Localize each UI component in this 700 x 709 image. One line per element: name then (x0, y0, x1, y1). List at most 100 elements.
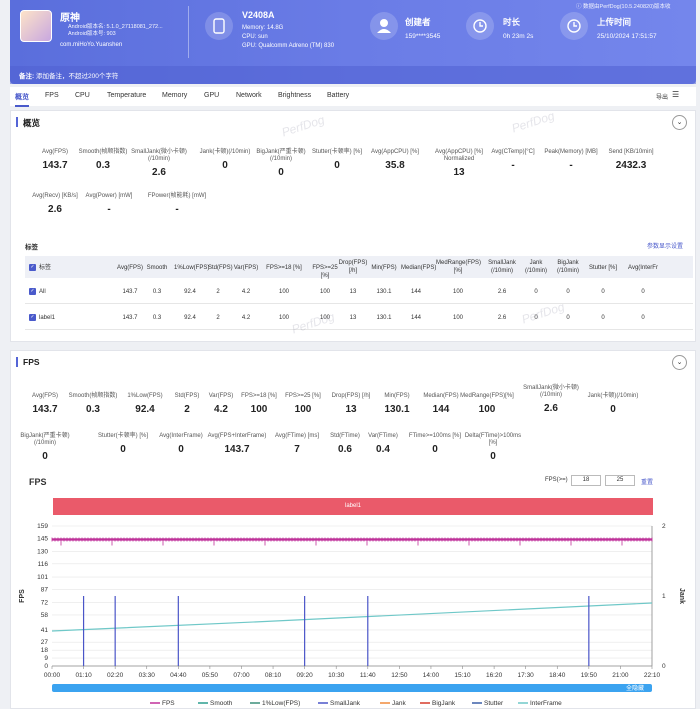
hide-all-button[interactable]: 全隐藏 (626, 684, 644, 692)
y2-tick-label: 0 (662, 663, 666, 670)
x-tick-label: 14:00 (423, 672, 440, 679)
y-tick-label: 87 (41, 586, 49, 593)
legend-label: Stutter (484, 700, 504, 707)
stat-value: 2432.3 (615, 160, 647, 171)
y-tick-label: 72 (41, 600, 49, 607)
stat-value: 0 (432, 444, 438, 455)
tab-overview[interactable]: 概览 (15, 92, 29, 107)
x-tick-label: 09:20 (296, 672, 313, 679)
column-header: FPS>=18 [%] (266, 265, 302, 271)
stat-value: 2.6 (544, 403, 558, 414)
collapse-overview-icon[interactable]: ⌄ (672, 115, 687, 130)
overview-stat: Avg(FPS) 143.7 (25, 149, 85, 171)
stat-label: Avg(AppCPU) [%] Normalized (435, 149, 483, 162)
device-gpu: GPU: Qualcomm Adreno (TM) 830 (242, 43, 335, 49)
legend-label: InterFrame (530, 700, 562, 707)
stat-label: Avg(FPS) (42, 149, 68, 155)
stat-value: 13 (453, 167, 465, 178)
threshold-input-2[interactable]: 25 (605, 475, 635, 486)
export-button[interactable]: 导出 (656, 95, 669, 101)
collapse-fps-icon[interactable]: ⌄ (672, 355, 687, 370)
stat-label: Avg(Recv) [KB/s] (32, 193, 78, 199)
table-cell: 100 (319, 315, 330, 321)
column-header: Drop(FPS) [/h] (338, 260, 368, 274)
fps-stat: FTime>=100ms [%] 0 (405, 433, 465, 455)
table-row[interactable]: ✓ label1 143.7 0.3 92.4 2 4.2 100 100 13 130.1 144 1… (25, 306, 693, 330)
table-cell: 0.3 (152, 289, 162, 295)
table-cell: 144 (410, 315, 421, 321)
app-icon (20, 10, 52, 42)
legend-label: Jank (392, 700, 406, 707)
stat-label: Smooth(帧顺指数) (78, 149, 128, 155)
stat-label: FPower(帧能耗) [mW] (147, 193, 207, 199)
stat-label: Median(FPS) (423, 393, 459, 399)
tab-brightness[interactable]: Brightness (278, 92, 312, 99)
fps-stat: Delta(FTime)>100ms [%] 0 (463, 433, 523, 462)
fps-chart-title: FPS (29, 477, 47, 487)
overview-stat: Jank(卡顿)(/10min) 0 (195, 149, 255, 171)
table-cell: 0.3 (152, 315, 162, 321)
select-all-checkbox[interactable]: ✓ (29, 264, 36, 271)
stat-label: FPS>=25 [%] (285, 393, 321, 399)
table-cell: 2 (216, 315, 220, 321)
table-cell: 0 (534, 289, 538, 295)
table-cell: 130.1 (376, 315, 392, 321)
table-cell: 0 (641, 289, 645, 295)
table-cell: 144 (410, 289, 421, 295)
reset-button[interactable]: 重置 (641, 480, 654, 486)
overview-stat: Stutter(卡顿率) [%] 0 (307, 149, 367, 171)
tab-cpu[interactable]: CPU (75, 92, 90, 99)
x-tick-label: 10:30 (328, 672, 345, 679)
stat-value: 13 (345, 404, 357, 415)
row-checkbox[interactable]: ✓ (29, 314, 36, 321)
android-version: Android版本名: 5.1.0_27118081_272... (68, 24, 163, 30)
param-settings-link[interactable]: 参数显示设置 (646, 244, 683, 250)
tab-battery[interactable]: Battery (327, 92, 350, 99)
table-row[interactable]: ✓ All 143.7 0.3 92.4 2 4.2 100 100 13 130.1 144 100 2… (25, 280, 693, 304)
fps-stat: Std(FTime) 0.6 (315, 433, 375, 455)
overview-stat: Avg(CTemp)[°C] - (483, 149, 543, 171)
column-header: Var(FPS) (233, 265, 259, 271)
legend-label: BigJank (432, 700, 456, 707)
y-axis-label: FPS (19, 589, 26, 603)
overview-stat: Send [KB/10min] 2432.3 (601, 149, 661, 171)
x-tick-label: 07:00 (233, 672, 250, 679)
table-cell: 100 (452, 289, 463, 295)
menu-icon[interactable]: ☰ (672, 90, 680, 99)
fps-stat: Smooth(帧顺指数) 0.3 (63, 393, 123, 415)
table-cell: 13 (349, 289, 357, 295)
device-name: V2408A (242, 10, 275, 20)
app-name: 原神 (60, 13, 80, 24)
table-cell: 143.7 (122, 289, 138, 295)
tab-temperature[interactable]: Temperature (107, 92, 147, 99)
creator-value: 159****3545 (405, 33, 441, 40)
tab-gpu[interactable]: GPU (204, 92, 220, 99)
threshold-input-1[interactable]: 18 (571, 475, 601, 486)
table-cell: label1 (39, 315, 56, 321)
stat-label: SmallJank(微小卡顿)(/10min) (131, 149, 187, 162)
tab-fps[interactable]: FPS (45, 92, 59, 99)
stat-value: 0 (42, 451, 48, 462)
note-bar[interactable]: 备注: 添加备注，不超过200个字符 (10, 66, 696, 84)
y-tick-label: 159 (37, 523, 48, 530)
tab-memory[interactable]: Memory (162, 92, 188, 99)
fps-stat: Std(FPS) 2 (157, 393, 217, 415)
fps-stat: Avg(FTime) [ms] 7 (267, 433, 327, 455)
y-tick-label: 0 (44, 663, 48, 670)
y-tick-label: 101 (37, 574, 48, 581)
stat-value: 0.3 (86, 404, 100, 415)
stat-label: Jank(卡顿)(/10min) (587, 393, 639, 399)
stat-label: SmallJank(微小卡顿)(/10min) (523, 385, 579, 398)
stat-label: Avg(CTemp)[°C] (491, 149, 535, 155)
column-header: MedRange(FPS)[%] (436, 260, 482, 274)
fps-stat: Drop(FPS) [/h] 13 (321, 393, 381, 415)
y-tick-label: 130 (37, 549, 48, 556)
row-checkbox[interactable]: ✓ (29, 288, 36, 295)
stat-value: 0.4 (376, 444, 390, 455)
label-banner[interactable]: label1 (53, 498, 653, 515)
fps-stat: Avg(FPS) 143.7 (15, 393, 75, 415)
tab-network[interactable]: Network (236, 92, 262, 99)
stat-label: Avg(AppCPU) [%] (371, 149, 419, 155)
stat-value: 0 (490, 451, 496, 462)
